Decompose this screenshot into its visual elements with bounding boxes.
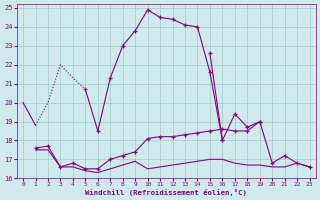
X-axis label: Windchill (Refroidissement éolien,°C): Windchill (Refroidissement éolien,°C) [85, 189, 247, 196]
